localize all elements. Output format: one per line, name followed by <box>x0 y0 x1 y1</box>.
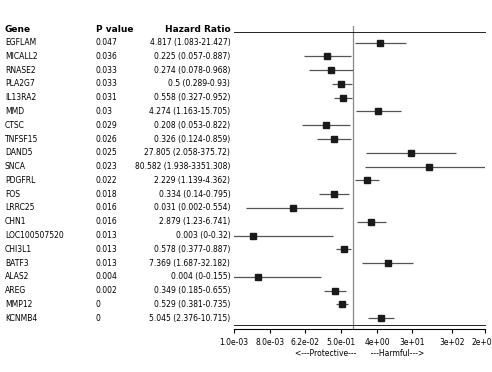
Text: 0.013: 0.013 <box>96 245 118 254</box>
Text: 0.578 (0.377-0.887): 0.578 (0.377-0.887) <box>154 245 230 254</box>
Text: 0.033: 0.033 <box>96 79 118 89</box>
Text: 0.025: 0.025 <box>96 148 118 157</box>
Text: 0: 0 <box>96 300 101 309</box>
Text: 0.036: 0.036 <box>96 52 118 61</box>
Text: Gene: Gene <box>5 25 31 34</box>
Text: 0.016: 0.016 <box>96 203 118 212</box>
Text: 0.029: 0.029 <box>96 121 118 130</box>
Text: 2.879 (1.23-6.741): 2.879 (1.23-6.741) <box>159 217 230 226</box>
Text: RNASE2: RNASE2 <box>5 65 35 75</box>
Text: Hazard Ratio: Hazard Ratio <box>165 25 230 34</box>
Text: 2.229 (1.139-4.362): 2.229 (1.139-4.362) <box>154 176 230 185</box>
Text: 7.369 (1.687-32.182): 7.369 (1.687-32.182) <box>150 259 230 267</box>
Text: 0.349 (0.185-0.655): 0.349 (0.185-0.655) <box>154 286 230 295</box>
Text: 0: 0 <box>96 314 101 323</box>
Text: 0.03: 0.03 <box>96 107 113 116</box>
Text: 0.013: 0.013 <box>96 231 118 240</box>
Text: IL13RA2: IL13RA2 <box>5 93 36 102</box>
Text: BATF3: BATF3 <box>5 259 29 267</box>
Text: 0.018: 0.018 <box>96 190 118 199</box>
X-axis label: <---Protective---      ---Harmful--->: <---Protective--- ---Harmful---> <box>295 349 424 357</box>
Text: MMP12: MMP12 <box>5 300 32 309</box>
Text: AREG: AREG <box>5 286 26 295</box>
Text: 0.026: 0.026 <box>96 135 118 144</box>
Text: 5.045 (2.376-10.715): 5.045 (2.376-10.715) <box>149 314 230 323</box>
Text: 0.004: 0.004 <box>96 272 118 281</box>
Text: 0.013: 0.013 <box>96 259 118 267</box>
Text: 27.805 (2.058-375.72): 27.805 (2.058-375.72) <box>144 148 230 157</box>
Text: 0.016: 0.016 <box>96 217 118 226</box>
Text: 0.022: 0.022 <box>96 176 118 185</box>
Text: 4.817 (1.083-21.427): 4.817 (1.083-21.427) <box>150 38 230 47</box>
Text: 0.274 (0.078-0.968): 0.274 (0.078-0.968) <box>154 65 230 75</box>
Text: 0.5 (0.289-0.93): 0.5 (0.289-0.93) <box>168 79 230 89</box>
Text: SNCA: SNCA <box>5 162 26 171</box>
Text: LOC100507520: LOC100507520 <box>5 231 63 240</box>
Text: MICALL2: MICALL2 <box>5 52 37 61</box>
Text: FOS: FOS <box>5 190 20 199</box>
Text: CHI3L1: CHI3L1 <box>5 245 32 254</box>
Text: MMD: MMD <box>5 107 24 116</box>
Text: CTSC: CTSC <box>5 121 25 130</box>
Text: 0.031 (0.002-0.554): 0.031 (0.002-0.554) <box>154 203 230 212</box>
Text: KCNMB4: KCNMB4 <box>5 314 37 323</box>
Text: EGFLAM: EGFLAM <box>5 38 36 47</box>
Text: 0.033: 0.033 <box>96 65 118 75</box>
Text: 0.225 (0.057-0.887): 0.225 (0.057-0.887) <box>154 52 230 61</box>
Text: 0.003 (0-0.32): 0.003 (0-0.32) <box>176 231 230 240</box>
Text: 0.558 (0.327-0.952): 0.558 (0.327-0.952) <box>154 93 230 102</box>
Text: TNFSF15: TNFSF15 <box>5 135 38 144</box>
Text: 4.274 (1.163-15.705): 4.274 (1.163-15.705) <box>149 107 230 116</box>
Text: DAND5: DAND5 <box>5 148 32 157</box>
Text: 80.582 (1.938-3351.308): 80.582 (1.938-3351.308) <box>135 162 230 171</box>
Text: ALAS2: ALAS2 <box>5 272 30 281</box>
Text: 0.326 (0.124-0.859): 0.326 (0.124-0.859) <box>154 135 230 144</box>
Text: 0.208 (0.053-0.822): 0.208 (0.053-0.822) <box>154 121 230 130</box>
Text: 0.002: 0.002 <box>96 286 118 295</box>
Text: 0.334 (0.14-0.795): 0.334 (0.14-0.795) <box>158 190 230 199</box>
Text: PDGFRL: PDGFRL <box>5 176 35 185</box>
Text: 0.047: 0.047 <box>96 38 118 47</box>
Text: P value: P value <box>96 25 133 34</box>
Text: LRRC25: LRRC25 <box>5 203 34 212</box>
Text: CHN1: CHN1 <box>5 217 27 226</box>
Text: PLA2G7: PLA2G7 <box>5 79 34 89</box>
Text: 0.023: 0.023 <box>96 162 118 171</box>
Text: 0.004 (0-0.155): 0.004 (0-0.155) <box>171 272 230 281</box>
Text: 0.031: 0.031 <box>96 93 118 102</box>
Text: 0.529 (0.381-0.735): 0.529 (0.381-0.735) <box>154 300 230 309</box>
